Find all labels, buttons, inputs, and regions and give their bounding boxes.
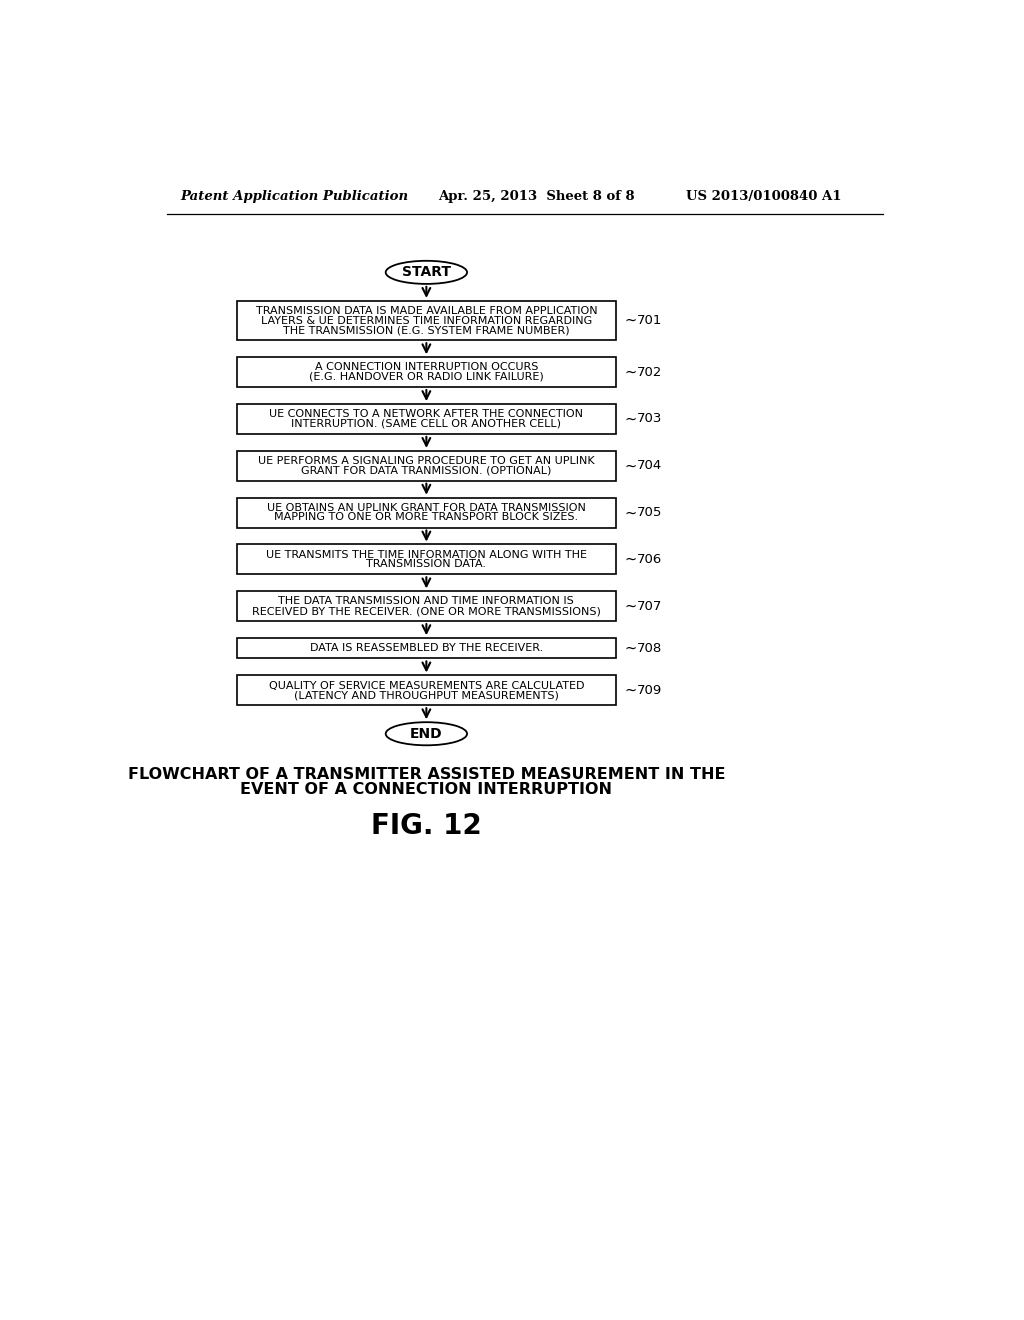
Text: GRANT FOR DATA TRANMISSION. (OPTIONAL): GRANT FOR DATA TRANMISSION. (OPTIONAL) — [301, 466, 552, 475]
Text: END: END — [410, 727, 442, 741]
Text: EVENT OF A CONNECTION INTERRUPTION: EVENT OF A CONNECTION INTERRUPTION — [241, 783, 612, 797]
Text: Apr. 25, 2013  Sheet 8 of 8: Apr. 25, 2013 Sheet 8 of 8 — [438, 190, 635, 203]
Text: FIG. 12: FIG. 12 — [371, 812, 481, 840]
Text: ~: ~ — [624, 313, 636, 329]
Text: DATA IS REASSEMBLED BY THE RECEIVER.: DATA IS REASSEMBLED BY THE RECEIVER. — [309, 643, 543, 653]
Text: START: START — [401, 265, 451, 280]
Ellipse shape — [386, 261, 467, 284]
Text: ~: ~ — [624, 458, 636, 474]
Text: US 2013/0100840 A1: US 2013/0100840 A1 — [686, 190, 842, 203]
Text: THE TRANSMISSION (E.G. SYSTEM FRAME NUMBER): THE TRANSMISSION (E.G. SYSTEM FRAME NUMB… — [283, 325, 569, 335]
Text: (E.G. HANDOVER OR RADIO LINK FAILURE): (E.G. HANDOVER OR RADIO LINK FAILURE) — [309, 372, 544, 381]
Text: 706: 706 — [636, 553, 662, 566]
Text: 709: 709 — [636, 684, 662, 697]
Text: 702: 702 — [636, 366, 662, 379]
FancyBboxPatch shape — [237, 638, 616, 659]
Text: QUALITY OF SERVICE MEASUREMENTS ARE CALCULATED: QUALITY OF SERVICE MEASUREMENTS ARE CALC… — [268, 681, 584, 690]
Text: FLOWCHART OF A TRANSMITTER ASSISTED MEASUREMENT IN THE: FLOWCHART OF A TRANSMITTER ASSISTED MEAS… — [128, 767, 725, 781]
Text: TRANSMISSION DATA IS MADE AVAILABLE FROM APPLICATION: TRANSMISSION DATA IS MADE AVAILABLE FROM… — [256, 306, 597, 315]
Text: UE CONNECTS TO A NETWORK AFTER THE CONNECTION: UE CONNECTS TO A NETWORK AFTER THE CONNE… — [269, 409, 584, 420]
Text: THE DATA TRANSMISSION AND TIME INFORMATION IS: THE DATA TRANSMISSION AND TIME INFORMATI… — [279, 597, 574, 606]
Text: A CONNECTION INTERRUPTION OCCURS: A CONNECTION INTERRUPTION OCCURS — [314, 363, 538, 372]
FancyBboxPatch shape — [237, 358, 616, 387]
Text: INTERRUPTION. (SAME CELL OR ANOTHER CELL): INTERRUPTION. (SAME CELL OR ANOTHER CELL… — [292, 418, 561, 429]
Text: (LATENCY AND THROUGHPUT MEASUREMENTS): (LATENCY AND THROUGHPUT MEASUREMENTS) — [294, 690, 559, 700]
Text: 701: 701 — [636, 314, 662, 327]
FancyBboxPatch shape — [237, 498, 616, 528]
Text: LAYERS & UE DETERMINES TIME INFORMATION REGARDING: LAYERS & UE DETERMINES TIME INFORMATION … — [261, 315, 592, 326]
Text: 705: 705 — [636, 506, 662, 519]
FancyBboxPatch shape — [237, 404, 616, 434]
Text: ~: ~ — [624, 364, 636, 380]
Text: 704: 704 — [636, 459, 662, 473]
Text: ~: ~ — [624, 412, 636, 426]
FancyBboxPatch shape — [237, 591, 616, 622]
Text: 708: 708 — [636, 642, 662, 655]
Text: Patent Application Publication: Patent Application Publication — [180, 190, 409, 203]
Text: ~: ~ — [624, 640, 636, 656]
Text: UE TRANSMITS THE TIME INFORMATION ALONG WITH THE: UE TRANSMITS THE TIME INFORMATION ALONG … — [266, 549, 587, 560]
Text: 703: 703 — [636, 412, 662, 425]
Text: UE PERFORMS A SIGNALING PROCEDURE TO GET AN UPLINK: UE PERFORMS A SIGNALING PROCEDURE TO GET… — [258, 455, 595, 466]
FancyBboxPatch shape — [237, 676, 616, 705]
FancyBboxPatch shape — [237, 544, 616, 574]
FancyBboxPatch shape — [237, 451, 616, 480]
Text: ~: ~ — [624, 552, 636, 566]
Ellipse shape — [386, 722, 467, 746]
Text: UE OBTAINS AN UPLINK GRANT FOR DATA TRANSMISSION: UE OBTAINS AN UPLINK GRANT FOR DATA TRAN… — [267, 503, 586, 513]
Text: RECEIVED BY THE RECEIVER. (ONE OR MORE TRANSMISSIONS): RECEIVED BY THE RECEIVER. (ONE OR MORE T… — [252, 606, 601, 616]
Text: ~: ~ — [624, 599, 636, 614]
Text: ~: ~ — [624, 682, 636, 698]
Text: MAPPING TO ONE OR MORE TRANSPORT BLOCK SIZES.: MAPPING TO ONE OR MORE TRANSPORT BLOCK S… — [274, 512, 579, 523]
FancyBboxPatch shape — [237, 301, 616, 341]
Text: 707: 707 — [636, 599, 662, 612]
Text: TRANSMISSION DATA.: TRANSMISSION DATA. — [367, 560, 486, 569]
Text: ~: ~ — [624, 506, 636, 520]
